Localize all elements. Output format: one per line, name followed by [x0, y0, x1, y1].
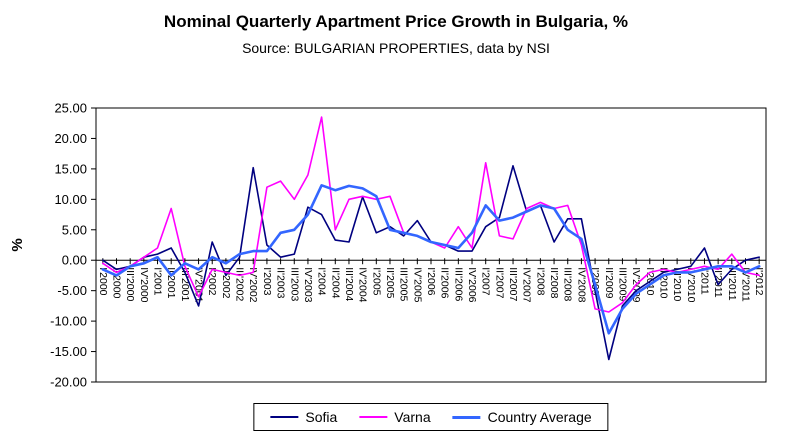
- x-tick-label: II'2009: [603, 267, 615, 298]
- legend-label-country-average: Country Average: [487, 409, 592, 425]
- x-tick-label: I'2012: [753, 267, 765, 295]
- x-tick-label: I'2007: [480, 267, 492, 295]
- x-tick-label: III'2010: [671, 267, 683, 301]
- y-tick-label: -5.00: [57, 283, 87, 298]
- x-tick-label: IV'2011: [739, 267, 751, 302]
- x-tick-label: II'2001: [165, 267, 177, 298]
- x-tick-label: III'2005: [398, 267, 410, 301]
- x-tick-label: IV'2005: [411, 267, 423, 302]
- legend-line-swatch-country-average: [452, 415, 481, 419]
- x-tick-label: III'2007: [507, 267, 519, 301]
- x-tick-label: IV'2003: [302, 267, 314, 302]
- x-tick-label: I'2008: [534, 267, 546, 295]
- x-tick-label: I'2011: [698, 267, 710, 295]
- x-tick-label: I'2006: [425, 267, 437, 295]
- x-tick-label: IV'2006: [466, 267, 478, 302]
- legend-item-sofia: Sofia: [270, 409, 337, 425]
- x-tick-label: I'2001: [152, 267, 164, 295]
- x-tick-label: I'2004: [316, 267, 328, 295]
- x-tick-label: II'2002: [220, 267, 232, 298]
- y-tick-label: 20.00: [54, 131, 87, 146]
- x-tick-label: II'2007: [493, 267, 505, 298]
- x-tick-label: III'2006: [452, 267, 464, 301]
- x-tick-label: I'2003: [261, 267, 273, 295]
- x-tick-label: III'2000: [124, 267, 136, 301]
- x-tick-label: IV'2007: [521, 267, 533, 302]
- legend-item-varna: Varna: [359, 409, 431, 425]
- legend-item-country-average: Country Average: [452, 409, 592, 425]
- y-tick-label: 0.00: [62, 253, 87, 268]
- x-tick-label: III'2004: [343, 267, 355, 301]
- y-tick-label: 25.00: [54, 101, 87, 116]
- x-tick-label: III'2002: [234, 267, 246, 301]
- x-tick-label: II'2003: [275, 267, 287, 298]
- x-tick-label: IV'2002: [247, 267, 259, 302]
- x-tick-label: II'2008: [548, 267, 560, 298]
- chart-subtitle: Source: BULGARIAN PROPERTIES, data by NS…: [242, 40, 550, 56]
- x-tick-label: IV'2000: [138, 267, 150, 302]
- x-tick-label: IV'2008: [575, 267, 587, 302]
- x-tick-label: II'2004: [329, 267, 341, 298]
- x-tick-label: IV'2004: [357, 267, 369, 302]
- series-line-country-average: [101, 184, 761, 335]
- y-tick-label: -10.00: [50, 314, 87, 329]
- x-tick-label: IV'2010: [685, 267, 697, 302]
- x-tick-label: III'2001: [179, 267, 191, 301]
- legend-label-sofia: Sofia: [305, 409, 338, 425]
- x-tick-label: III'2008: [562, 267, 574, 301]
- x-tick-label: III'2003: [288, 267, 300, 301]
- legend: Sofia Varna Country Average: [253, 403, 609, 431]
- chart-title: Nominal Quarterly Apartment Price Growth…: [163, 12, 629, 31]
- legend-line-swatch-sofia: [270, 416, 299, 418]
- y-tick-label: 10.00: [54, 192, 87, 207]
- legend-label-varna: Varna: [394, 409, 431, 425]
- x-tick-label: II'2006: [439, 267, 451, 298]
- y-tick-label: 15.00: [54, 161, 87, 176]
- x-tick-label: I'2002: [206, 267, 218, 295]
- legend-line-swatch-varna: [359, 416, 388, 418]
- y-tick-label: -20.00: [50, 375, 87, 390]
- x-tick-label: III'2009: [616, 267, 628, 301]
- x-tick-label: III'2011: [726, 267, 738, 300]
- x-tick-label: I'2005: [370, 267, 382, 295]
- y-tick-label: -15.00: [50, 344, 87, 359]
- plot-area: [95, 107, 767, 383]
- x-tick-label: II'2005: [384, 267, 396, 298]
- y-tick-label: 5.00: [62, 222, 87, 237]
- x-tick-label: I'2000: [97, 267, 109, 295]
- y-axis-title: %: [9, 238, 26, 251]
